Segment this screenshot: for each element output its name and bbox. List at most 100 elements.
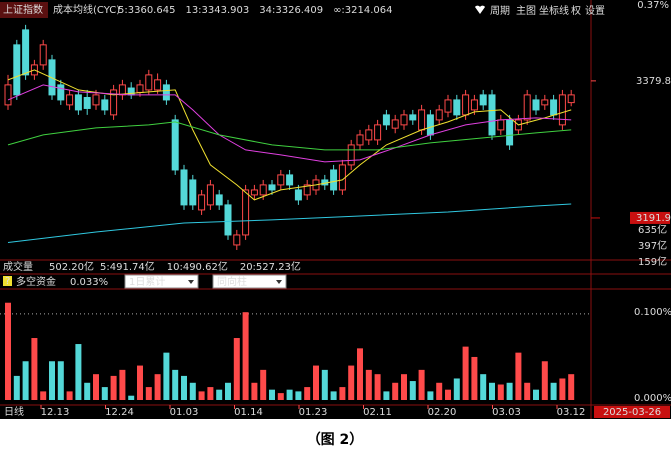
panel-bar (357, 348, 363, 400)
cursor-date: 2025-03-26 (603, 407, 661, 418)
period-select[interactable] (124, 274, 199, 289)
candle-body (233, 234, 241, 246)
help-label[interactable]: ? (5, 276, 10, 287)
period-option[interactable]: 1日累计 (129, 275, 165, 288)
panel-bar (330, 391, 337, 400)
toolbar-button[interactable]: 主图 (516, 5, 536, 17)
volume-label: 成交量 (3, 260, 33, 273)
x-tick-label: 12.13 (41, 407, 70, 418)
toolbar-button[interactable]: 坐标线 (539, 4, 569, 17)
period-label[interactable]: 日线 (4, 405, 24, 418)
x-tick-label: 01.14 (234, 407, 263, 418)
legend-entry: 5:3360.645 (118, 5, 175, 16)
toolbar-button[interactable]: 周期 (490, 5, 510, 17)
candle-body (444, 99, 452, 113)
period-tab[interactable] (2, 407, 36, 418)
panel-bar (110, 375, 117, 400)
panel-bar (101, 387, 108, 400)
candle-body (22, 29, 30, 76)
candle-body (338, 164, 346, 191)
candle-body (382, 114, 390, 126)
panel-bar (181, 375, 187, 400)
candle-body (145, 74, 153, 91)
candle-body (391, 119, 399, 129)
candle-body (259, 184, 267, 196)
candle-body (154, 79, 162, 91)
panel-bar (497, 384, 504, 400)
panel-bar (304, 387, 311, 400)
dropdown-arrow (276, 280, 282, 284)
panel-bar (524, 382, 531, 400)
candle-body (426, 114, 434, 136)
candle-body (294, 189, 302, 201)
dropdown-arrow (188, 280, 194, 284)
panel-bar (163, 352, 170, 400)
candle-body (523, 94, 531, 121)
toolbar-button[interactable]: 权 (571, 4, 581, 17)
candle-body (242, 189, 250, 236)
ma-line (7, 69, 572, 201)
help-icon[interactable] (3, 276, 12, 286)
panel-bar (13, 375, 20, 400)
candle-body (180, 169, 188, 206)
candle-body (250, 189, 258, 196)
panel-value: 0.033% (70, 277, 108, 288)
legend-entry: 13:3343.903 (185, 5, 249, 16)
panel-bar (198, 391, 205, 400)
candle-body (435, 109, 443, 121)
toolbar-button[interactable]: 设置 (585, 5, 605, 17)
x-tick-label: 03.03 (492, 407, 521, 418)
x-tick-label: 03.12 (557, 407, 586, 418)
candle-body (558, 94, 566, 126)
style-select[interactable] (212, 274, 287, 289)
candle-body (101, 99, 109, 111)
volume-total: 502.20亿 (49, 260, 94, 273)
panel-bar (392, 382, 399, 400)
panel-bar (471, 356, 478, 400)
y-tick-label: 3379.8 (636, 76, 671, 87)
x-tick-label: 02.20 (428, 407, 457, 418)
cursor-date-box (594, 406, 670, 418)
candle-body (83, 97, 91, 109)
ma-line (7, 84, 572, 163)
index-name[interactable]: 上证指数 (3, 3, 43, 16)
candle-body (198, 194, 206, 211)
candle-body (215, 194, 223, 206)
volume-ma-label: 10:490.62亿 (167, 260, 228, 273)
x-tick-label: 01.23 (299, 407, 328, 418)
panel-bar (84, 382, 91, 400)
ma-line (7, 203, 572, 243)
volume-axis-label: 397亿 (638, 239, 667, 252)
panel-bar (427, 391, 434, 400)
ma-line (7, 121, 572, 151)
indicator-name: 成本均线(CYC) (53, 3, 120, 16)
panel-bar (119, 369, 126, 400)
cursor-price-box (630, 211, 670, 224)
panel-bar (172, 369, 179, 400)
candle-body (286, 174, 294, 186)
panel-bar (242, 312, 249, 400)
candle-body (356, 134, 364, 146)
panel-bar (216, 389, 223, 400)
candle-body (479, 94, 487, 106)
candle-body (488, 94, 496, 136)
panel-bar (365, 369, 372, 400)
candle-body (470, 99, 478, 111)
candle-body (400, 114, 408, 126)
index-tab[interactable] (0, 2, 48, 18)
candle-body (224, 204, 232, 236)
panel-bar (75, 344, 82, 400)
favorite-icon[interactable] (475, 5, 485, 14)
style-option[interactable]: 同向柱 (217, 275, 247, 288)
panel-bar (533, 389, 539, 400)
candle-body (506, 119, 514, 146)
panel-bar (31, 338, 38, 400)
panel-bar (453, 378, 460, 400)
panel-bar (409, 381, 416, 400)
panel-bar (559, 378, 566, 400)
panel-bar (445, 389, 451, 400)
candle-body (268, 184, 276, 191)
panel-bar (515, 352, 522, 400)
panel-bar (269, 389, 275, 400)
